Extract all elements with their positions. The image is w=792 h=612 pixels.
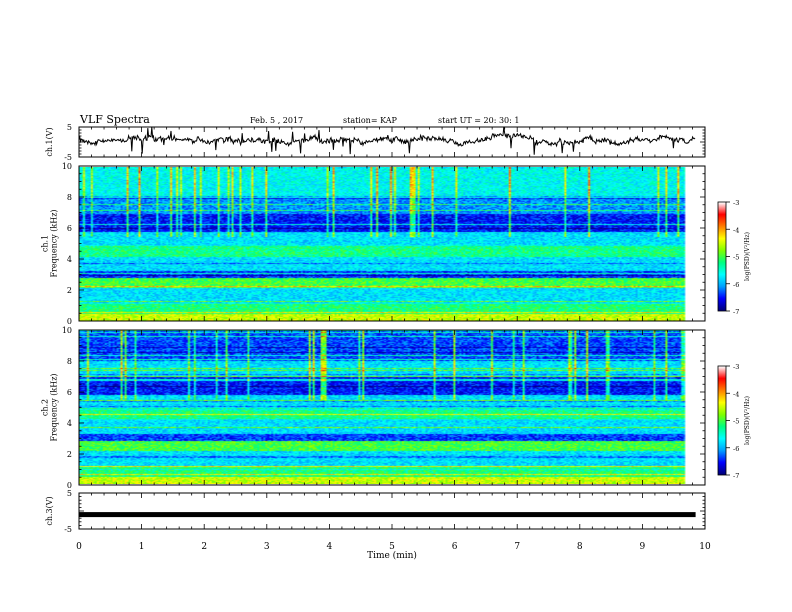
ch1-colorbar: [717, 201, 727, 312]
colorbar-tick-label: -3: [733, 363, 739, 371]
y-axis-title: ch.1: [41, 235, 50, 252]
x-tick-label: 6: [452, 542, 458, 552]
y-tick-label: -5: [64, 153, 72, 162]
axis-ticks: [78, 126, 730, 530]
y-tick-label: 2: [67, 450, 72, 459]
colorbar-tick-label: -7: [733, 308, 739, 316]
x-tick-label: 4: [327, 542, 333, 552]
ch2-colorbar: [717, 365, 727, 476]
colorbar-tick-label: -4: [733, 226, 739, 234]
x-tick-label: 0: [76, 542, 82, 552]
y-tick-label: 5: [67, 489, 72, 498]
colorbar-title: log(PSD)(V²/Hz): [744, 232, 751, 281]
colorbar-tick-label: -7: [733, 472, 739, 480]
y-tick-label: 0: [67, 481, 72, 490]
y-tick-label: 8: [67, 193, 72, 202]
ch1-spectrogram: [79, 167, 693, 321]
x-axis-title: Time (min): [367, 550, 417, 561]
figure-title: VLF Spectra: [79, 113, 150, 126]
y-tick-label: 0: [67, 317, 72, 326]
ch3-frame: [78, 492, 706, 530]
colorbar-tick-label: -4: [733, 390, 739, 398]
y-tick-label: 6: [67, 388, 72, 397]
y-tick-label: 6: [67, 224, 72, 233]
colorbar-tick-label: -5: [733, 254, 739, 262]
y-tick-label: 4: [67, 255, 72, 264]
y-axis-title: ch.1(V): [45, 127, 54, 156]
ch1-waveform: [78, 126, 696, 155]
colorbar-tick-label: -6: [733, 281, 739, 289]
x-tick-label: 5: [389, 542, 395, 552]
station-label: station= KAP: [343, 116, 398, 125]
y-tick-label: 2: [67, 286, 72, 295]
ch3-signal-line: [79, 512, 696, 518]
start-ut-label: start UT = 20: 30: 1: [438, 116, 519, 125]
x-tick-label: 7: [514, 542, 520, 552]
x-tick-label: 1: [139, 542, 145, 552]
y-tick-label: 8: [67, 357, 72, 366]
y-axis-title: Frequency (kHz): [50, 209, 59, 277]
y-tick-label: 5: [67, 123, 72, 132]
y-axis-title: Frequency (kHz): [50, 373, 59, 441]
y-axis-title: ch.3(V): [45, 496, 54, 525]
y-tick-label: 4: [67, 419, 72, 428]
colorbar-tick-label: -3: [733, 199, 739, 207]
y-tick-label: 10: [62, 326, 72, 335]
y-tick-label: -5: [64, 525, 72, 534]
x-tick-label: 3: [264, 542, 270, 552]
x-tick-label: 8: [577, 542, 583, 552]
x-tick-label: 2: [201, 542, 207, 552]
y-axis-title: ch.2: [41, 399, 50, 416]
y-tick-label: 10: [62, 162, 72, 171]
colorbar-tick-label: -5: [733, 418, 739, 426]
colorbar-title: log(PSD)(V²/Hz): [744, 396, 751, 445]
date-label: Feb. 5 , 2017: [250, 116, 303, 125]
x-tick-label: 10: [699, 542, 711, 552]
x-tick-label: 9: [640, 542, 646, 552]
colorbar-tick-label: -6: [733, 445, 739, 453]
ch2-spectrogram: [79, 330, 693, 484]
